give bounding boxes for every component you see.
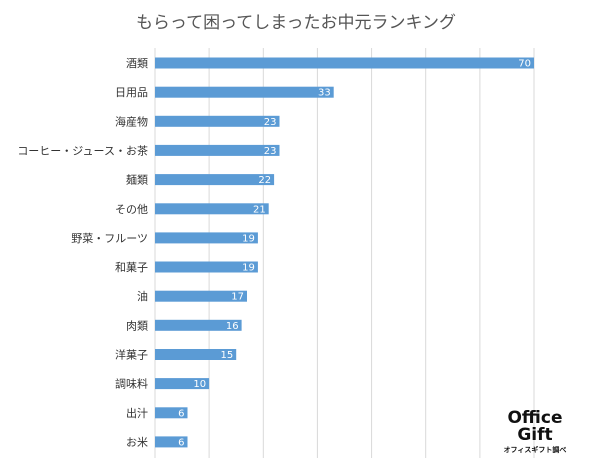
bar: [155, 349, 237, 360]
bar: [155, 261, 258, 273]
category-label: 日用品: [115, 86, 148, 99]
bar-value-label: 6: [178, 408, 184, 419]
bar: [155, 115, 280, 127]
bar-value-label: 19: [242, 263, 255, 274]
category-label: 海産物: [115, 114, 148, 128]
chart-title: もらって困ってしまったお中元ランキング: [136, 13, 456, 33]
bar-value-label: 21: [253, 204, 266, 215]
bar-value-label: 22: [258, 175, 271, 186]
category-label: コーヒー・ジュース・お茶: [17, 144, 148, 157]
bar-value-label: 16: [226, 321, 239, 332]
bar-value-label: 33: [318, 88, 331, 99]
bar: [155, 407, 188, 419]
category-label: 調味料: [115, 377, 148, 391]
category-label: 麺類: [126, 174, 148, 187]
category-label: 油: [137, 289, 148, 303]
category-label: その他: [115, 203, 148, 216]
bar-value-label: 23: [264, 146, 277, 157]
bar-value-label: 15: [220, 350, 233, 361]
bars: 70 33 23 23 22 21 19 19 17 16 15 10 6 6: [155, 57, 534, 448]
bar-value-label: 70: [518, 59, 531, 70]
category-label: 野菜・フルーツ: [71, 232, 148, 245]
bar-value-label: 19: [242, 233, 255, 244]
category-label: 洋菓子: [115, 348, 148, 362]
office-gift-logo: Office Gift オフィスギフト調べ: [504, 408, 567, 454]
bar-value-label: 6: [178, 437, 184, 448]
category-label: 酒類: [126, 57, 148, 70]
category-labels: 酒類日用品海産物コーヒー・ジュース・お茶麺類その他野菜・フルーツ和菓子油肉類洋菓…: [17, 57, 148, 449]
bar: [155, 232, 258, 244]
bar: [155, 378, 210, 390]
category-label: 肉類: [126, 319, 148, 332]
bar: [155, 144, 280, 156]
logo-line2: Gift: [517, 425, 552, 445]
bar: [155, 86, 334, 98]
bar: [155, 319, 242, 331]
bar-value-label: 10: [193, 379, 206, 390]
bar: [155, 203, 269, 215]
bar: [155, 174, 275, 186]
bar: [155, 57, 534, 69]
bar-value-label: 23: [264, 117, 277, 128]
bar: [155, 290, 247, 302]
category-label: 和菓子: [115, 261, 148, 274]
grid-lines: [154, 48, 535, 458]
logo-line1: Office: [507, 408, 562, 428]
category-label: 出汁: [126, 406, 148, 420]
logo-caption: オフィスギフト調べ: [504, 445, 567, 454]
category-label: お米: [126, 436, 148, 449]
bar-value-label: 17: [231, 292, 244, 303]
bar: [155, 436, 188, 448]
